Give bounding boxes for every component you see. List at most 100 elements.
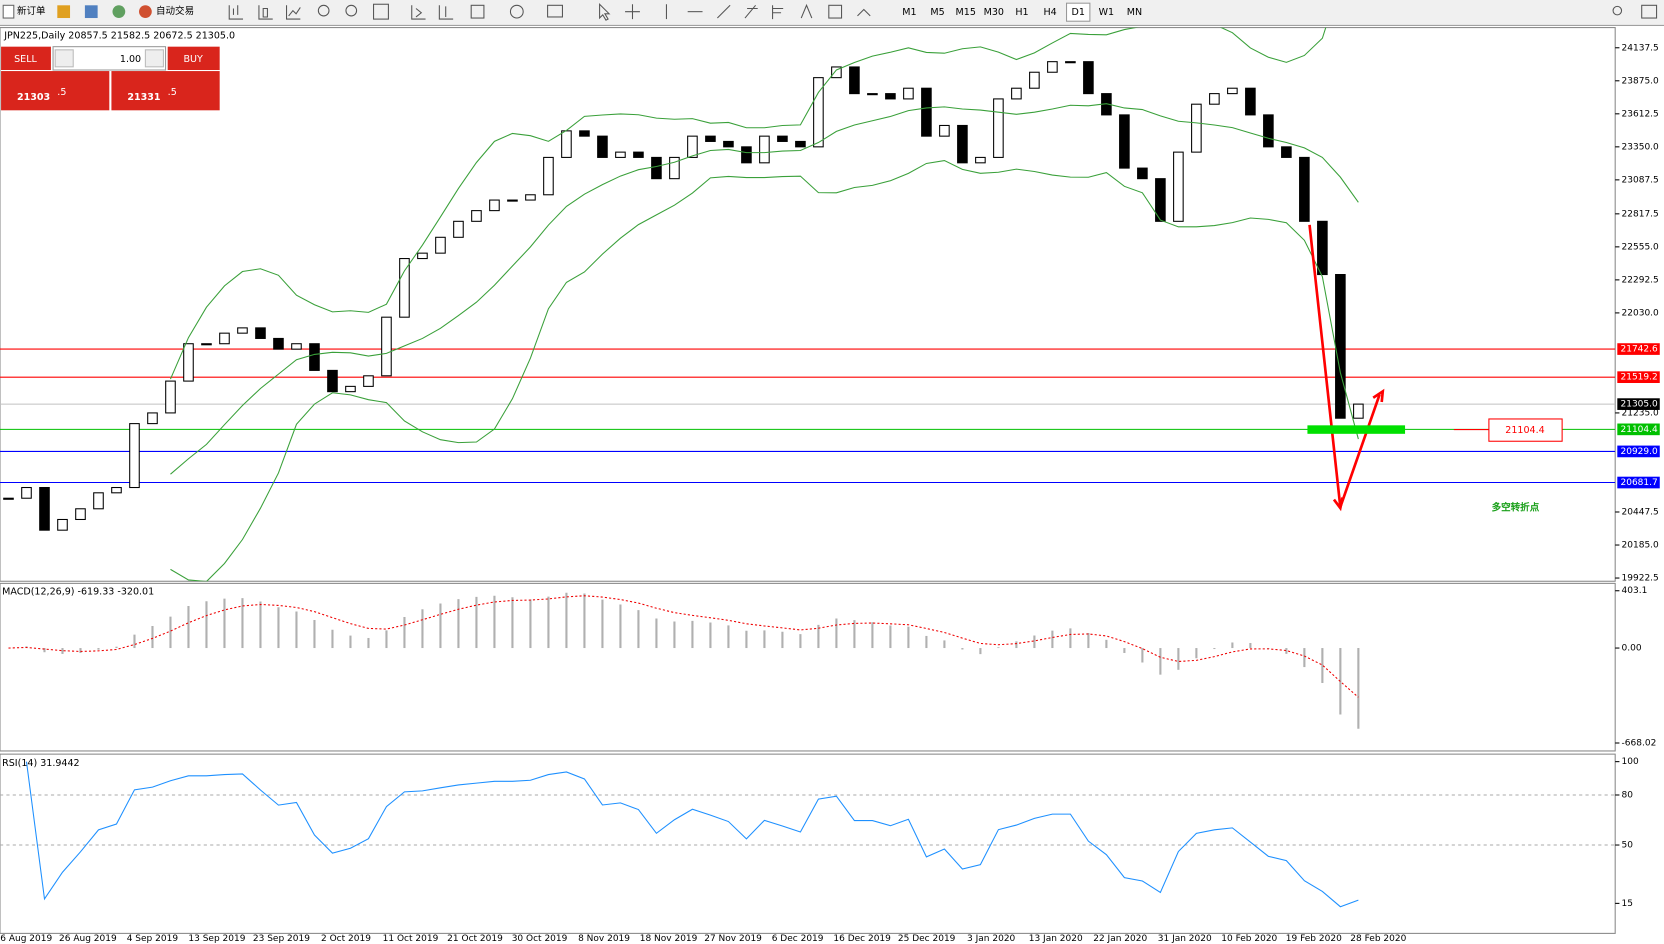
- candle: [201, 343, 212, 346]
- x-tick-label: 21 Oct 2019: [447, 934, 503, 944]
- y-tick-label: 15: [1622, 899, 1633, 909]
- candle: [813, 77, 824, 148]
- candle: [165, 380, 176, 414]
- icon[interactable]: [57, 5, 71, 19]
- candle: [1029, 71, 1040, 89]
- tile-icon[interactable]: [373, 3, 389, 20]
- macd-panel: [0, 582, 1616, 752]
- candle: [543, 156, 554, 196]
- fibo[interactable]: [772, 5, 784, 20]
- icon[interactable]: [112, 5, 126, 19]
- x-tick-label: 3 Jan 2020: [967, 934, 1016, 944]
- ask-fraction[interactable]: .5: [168, 87, 177, 98]
- candle: [219, 332, 230, 345]
- x-tick-label: 13 Sep 2019: [188, 934, 245, 944]
- timeframe-selected: [1066, 2, 1091, 22]
- candle: [687, 135, 698, 158]
- candle: [489, 199, 500, 212]
- timeframe[interactable]: D1: [1071, 7, 1084, 18]
- timeframe[interactable]: W1: [1099, 7, 1115, 18]
- candle: [525, 194, 536, 201]
- chart-header: JPN225,Daily 20857.5 21582.5 20672.5 213…: [3, 31, 235, 42]
- timeframe[interactable]: MN: [1127, 7, 1142, 18]
- line-icon[interactable]: [286, 5, 301, 20]
- y-tick-label: 23087.5: [1622, 175, 1659, 185]
- zoom-in[interactable]: [317, 4, 330, 17]
- auto-trading-icon[interactable]: [139, 5, 152, 19]
- ask[interactable]: 21331: [127, 92, 160, 103]
- bid-fraction[interactable]: .5: [57, 87, 66, 98]
- buy-button[interactable]: [167, 46, 220, 71]
- channel[interactable]: [744, 4, 758, 19]
- bollinger-band: [170, 160, 1359, 582]
- bollinger-band: [169, 27, 1327, 380]
- candle: [849, 66, 860, 95]
- candle: [993, 98, 1004, 158]
- icon[interactable]: [84, 5, 98, 19]
- candle: [21, 486, 32, 499]
- volume-box[interactable]: [52, 46, 167, 71]
- level-tag-bg: [1617, 371, 1660, 384]
- level-tag: 21305.0: [1620, 400, 1658, 410]
- shift-icon[interactable]: [438, 5, 454, 20]
- candle: [147, 412, 158, 425]
- x-tick-label: 16 Dec 2019: [833, 934, 891, 944]
- chat[interactable]: [1641, 4, 1658, 19]
- crosshair[interactable]: [625, 4, 640, 20]
- sell-button[interactable]: [1, 46, 51, 71]
- buy-label[interactable]: BUY: [183, 54, 203, 65]
- x-tick-label: 11 Oct 2019: [383, 934, 439, 944]
- cursor[interactable]: [599, 2, 611, 21]
- bid-box[interactable]: [1, 71, 110, 111]
- volume-up[interactable]: [144, 49, 164, 68]
- candle: [1299, 156, 1310, 222]
- new-order[interactable]: 新订单: [17, 5, 46, 17]
- scroll-icon[interactable]: [411, 5, 426, 20]
- sell-label[interactable]: SELL: [14, 54, 37, 65]
- volume[interactable]: 1.00: [120, 54, 141, 65]
- x-tick-label: 31 Jan 2020: [1158, 934, 1212, 944]
- timeframe[interactable]: M30: [984, 7, 1004, 18]
- bar-chart-icon[interactable]: [228, 5, 244, 20]
- zoom-out[interactable]: [345, 4, 358, 17]
- candle: [1155, 178, 1166, 222]
- new-order-icon[interactable]: [2, 4, 15, 19]
- x-tick-label: 16 Aug 2019: [0, 934, 52, 944]
- timeframe[interactable]: M5: [930, 7, 944, 18]
- x-tick-label: 28 Feb 2020: [1350, 934, 1406, 944]
- timeframe[interactable]: H4: [1043, 7, 1056, 18]
- ask-box[interactable]: [111, 71, 220, 111]
- candle: [291, 343, 302, 350]
- toolbar-icons[interactable]: [228, 2, 1658, 21]
- candle: [471, 210, 482, 222]
- auto-trading[interactable]: 自动交易: [156, 5, 194, 17]
- volume-down[interactable]: [54, 49, 74, 68]
- toolbar: [0, 0, 1664, 26]
- timeframe[interactable]: H1: [1015, 7, 1028, 18]
- timeframe[interactable]: M15: [956, 7, 976, 18]
- y-tick-label: 22030.0: [1622, 308, 1660, 318]
- x-tick-label: 6 Dec 2019: [772, 934, 824, 944]
- candle: [1173, 151, 1184, 222]
- trendline[interactable]: [717, 4, 731, 19]
- candle: [759, 135, 770, 164]
- candle: [885, 93, 896, 100]
- candle-icon[interactable]: [258, 5, 273, 20]
- candle: [363, 375, 374, 387]
- indicators-icon[interactable]: [470, 4, 485, 19]
- period-icon[interactable]: [509, 4, 524, 19]
- template-icon[interactable]: [547, 4, 563, 18]
- search[interactable]: [1612, 5, 1623, 16]
- label-tool[interactable]: [828, 4, 843, 19]
- level-tag-bg: [1617, 476, 1660, 489]
- x-tick-label: 18 Nov 2019: [640, 934, 698, 944]
- timeframe[interactable]: M1: [902, 7, 916, 18]
- candle: [777, 135, 788, 142]
- candle: [1335, 274, 1346, 419]
- y-tick-label: 403.1: [1622, 586, 1648, 596]
- arrows-tool[interactable]: [857, 8, 871, 17]
- bid[interactable]: 21303: [17, 92, 50, 103]
- text-tool[interactable]: [800, 3, 813, 19]
- candle: [705, 135, 716, 142]
